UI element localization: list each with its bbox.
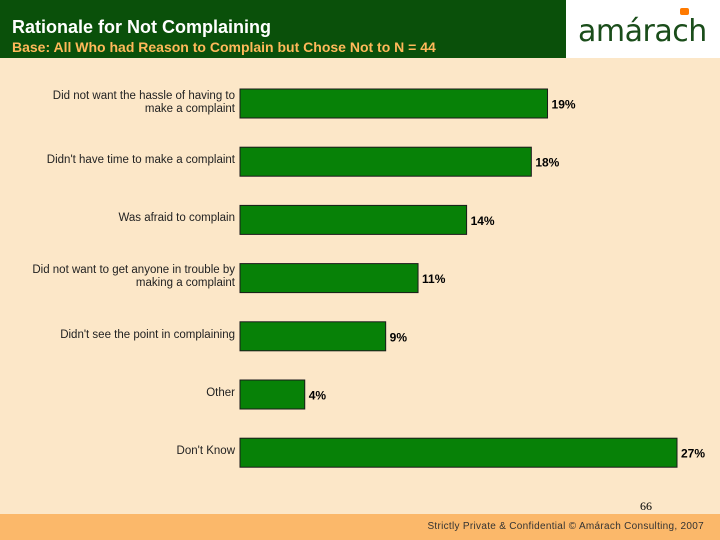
category-label-2: Was afraid to complain: [118, 212, 235, 225]
amarach-logo: amárach: [578, 14, 707, 49]
category-label-3: Did not want to get anyone in trouble by…: [32, 264, 235, 290]
data-label-1: 18%: [535, 156, 559, 170]
logo-panel: amárach: [566, 0, 720, 58]
bar-2: [239, 204, 468, 235]
base-subtitle: Base: All Who had Reason to Complain but…: [12, 39, 436, 55]
category-label-6: Don't Know: [176, 445, 235, 458]
bar-chart: 19% 18% 14% 11% 9% 4% 27%: [239, 88, 705, 468]
page-title: Rationale for Not Complaining: [12, 17, 271, 37]
category-label-4: Didn't see the point in complaining: [60, 328, 235, 341]
bar-5: [239, 379, 306, 410]
footer-bar: Strictly Private & Confidential © Amárac…: [0, 514, 720, 540]
bar-0: [239, 88, 549, 119]
bar-3: [239, 263, 419, 294]
data-label-5: 4%: [309, 389, 327, 403]
category-label-0: Did not want the hassle of having to make…: [52, 89, 235, 115]
bar-6: [239, 437, 678, 468]
category-label-1: Didn't have time to make a complaint: [46, 154, 235, 167]
category-label-5: Other: [206, 387, 235, 399]
data-label-0: 19%: [552, 98, 576, 112]
bar-4: [239, 321, 387, 352]
logo-accent-icon: [680, 8, 689, 15]
page-number: 66: [640, 499, 652, 513]
bar-1: [239, 146, 532, 177]
footer-copyright: Strictly Private & Confidential © Amárac…: [427, 521, 704, 532]
data-label-3: 11%: [422, 272, 446, 286]
data-label-6: 27%: [681, 447, 705, 461]
data-label-2: 14%: [471, 214, 495, 228]
data-label-4: 9%: [390, 330, 408, 344]
